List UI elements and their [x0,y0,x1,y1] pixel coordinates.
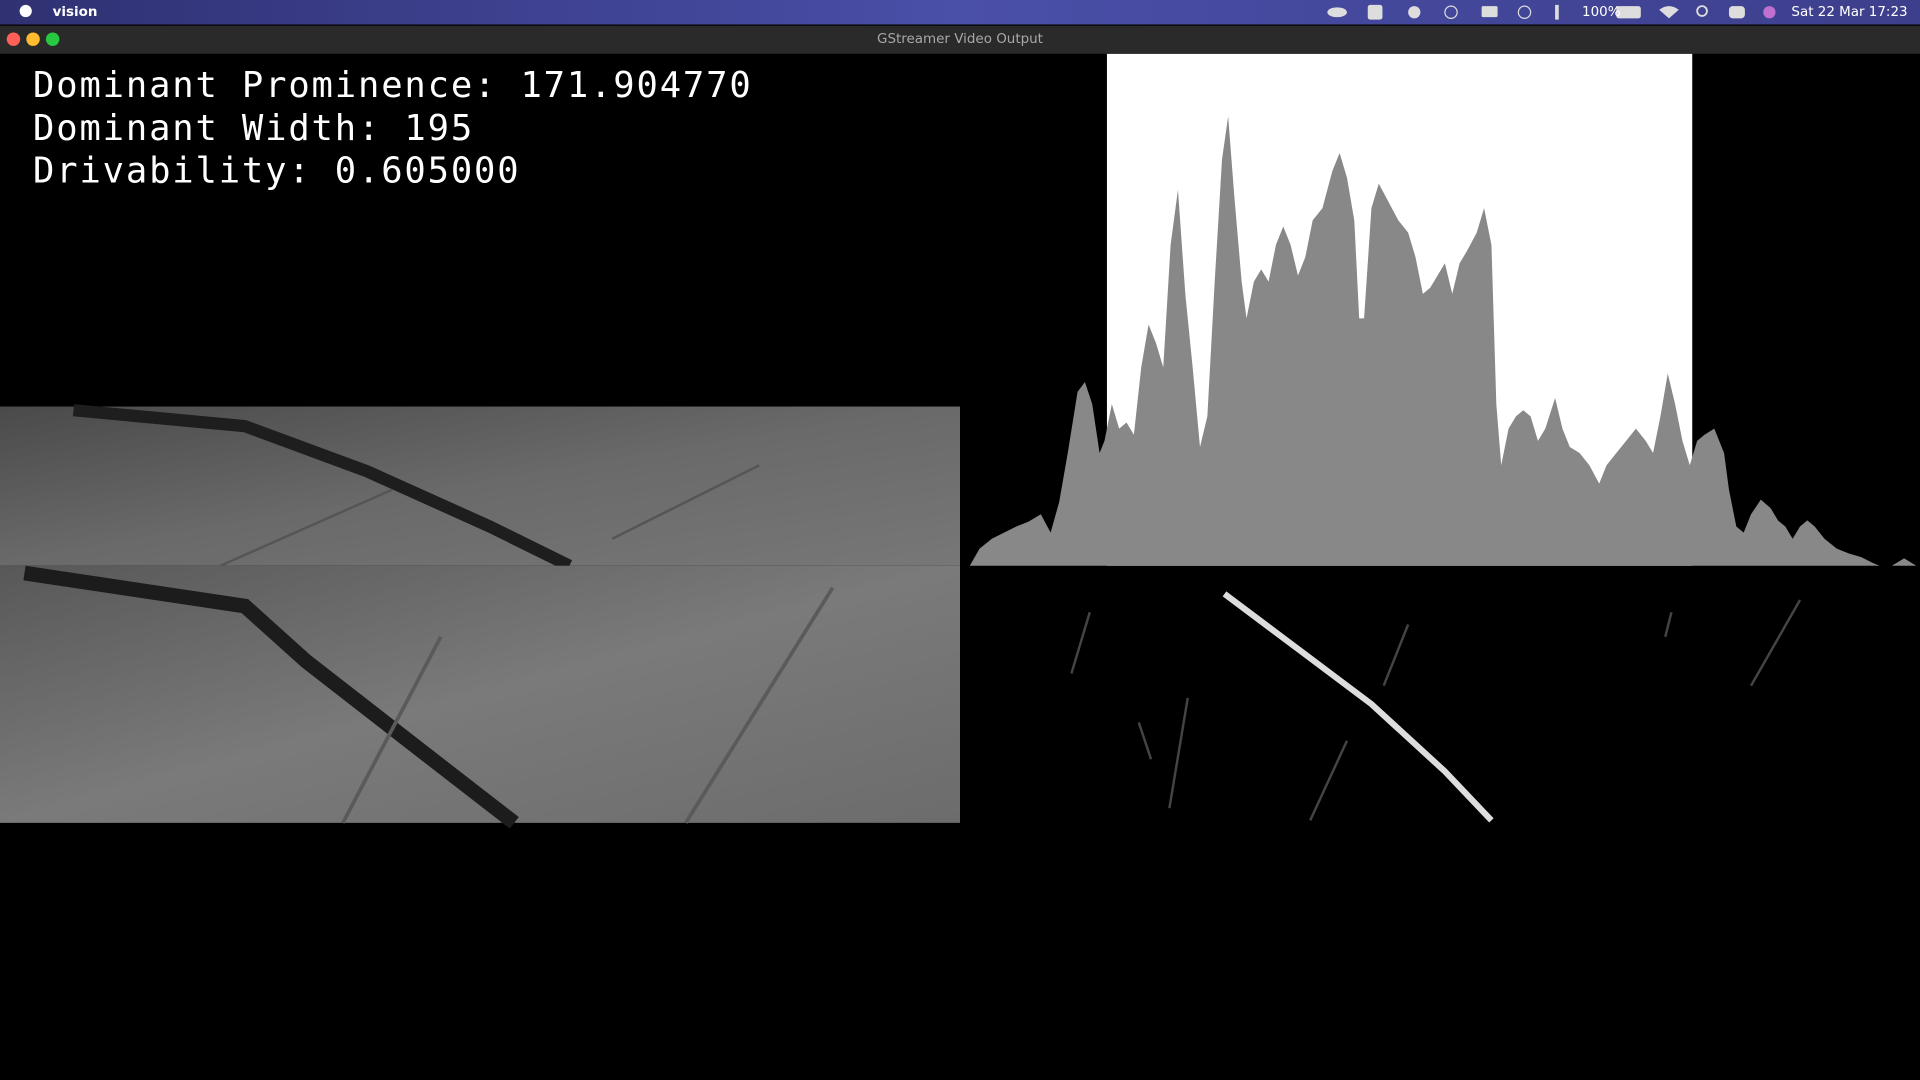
edge-image [1070,591,1802,823]
status-icons [1327,4,1776,20]
zoom-button[interactable] [45,32,60,46]
overlay-line: Dominant Width: 195 [33,108,474,149]
camera-warped [0,565,960,829]
overlay-line: Drivability: 0.605000 [33,151,520,192]
app-name[interactable]: vision [53,5,98,20]
battery-percent: 100% [1582,5,1621,20]
apple-menu[interactable] [19,4,32,18]
clock[interactable]: Sat 22 Mar 17:23 [1791,5,1907,20]
minimize-button[interactable] [26,32,40,46]
overlay-line: Dominant Prominence: 171.904770 [33,65,753,106]
menu-bar [0,0,1920,25]
window-title: GStreamer Video Output [877,32,1043,47]
histogram [969,116,1917,566]
title-bar [0,25,1920,54]
camera-top [0,404,960,572]
close-button[interactable] [6,32,21,46]
